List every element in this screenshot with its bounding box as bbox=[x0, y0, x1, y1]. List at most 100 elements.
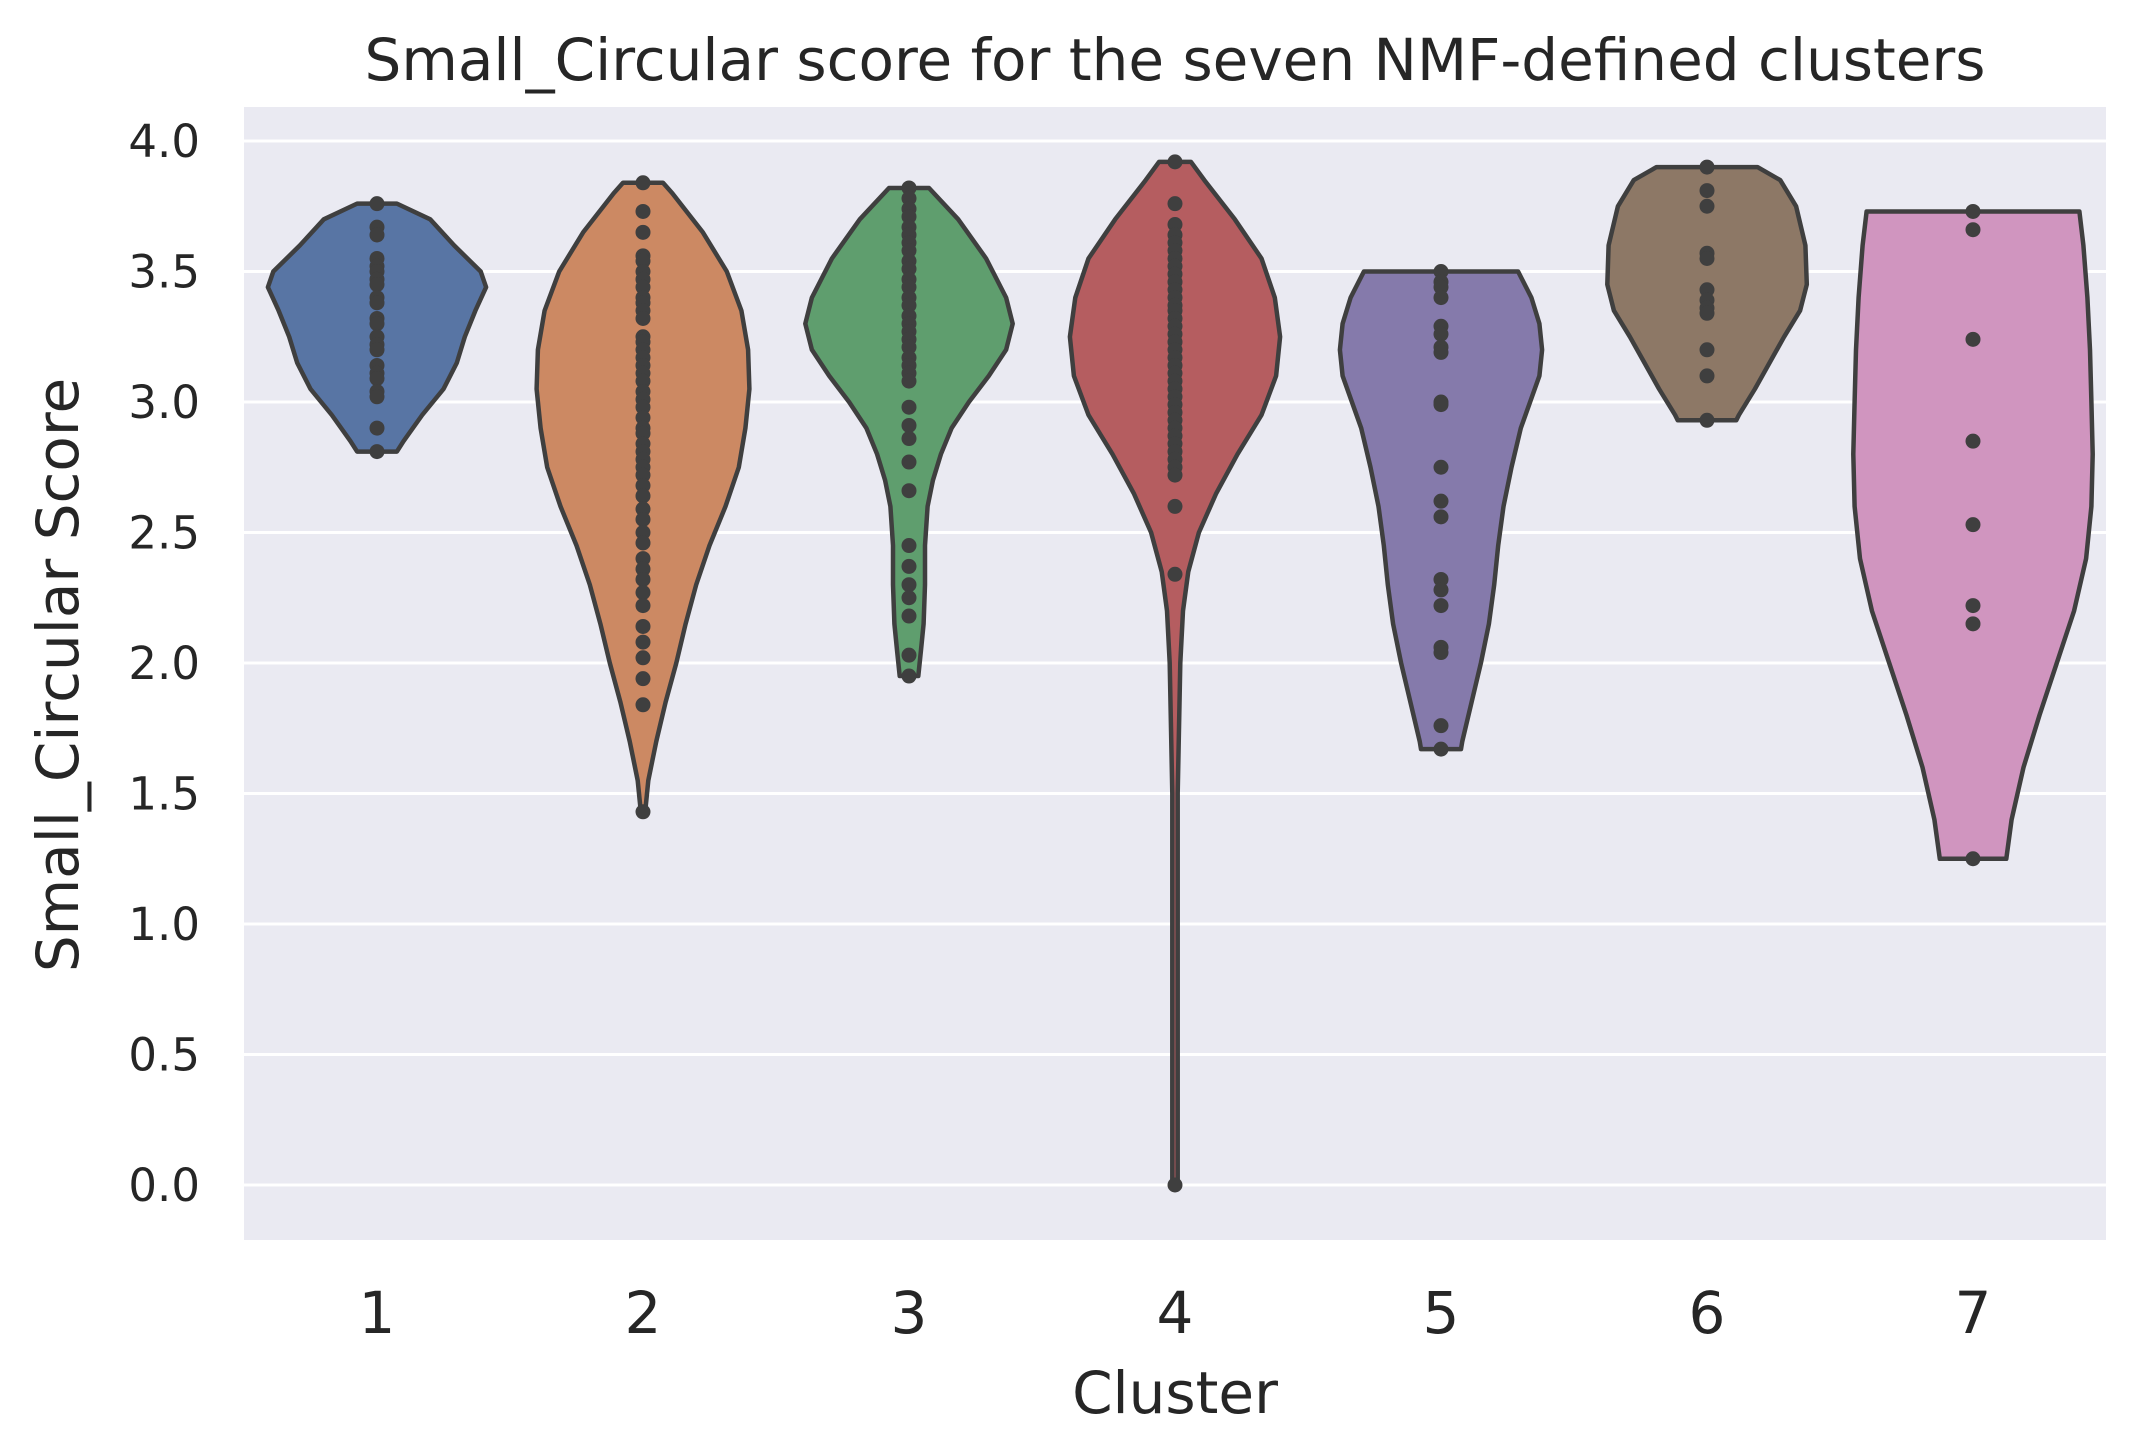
point-cluster-3 bbox=[901, 590, 917, 606]
point-cluster-1 bbox=[369, 227, 385, 243]
point-cluster-2 bbox=[635, 399, 651, 415]
point-cluster-3 bbox=[901, 297, 917, 313]
point-cluster-1 bbox=[369, 295, 385, 311]
y-tick-label: 0.5 bbox=[128, 1029, 200, 1082]
point-cluster-2 bbox=[635, 598, 651, 614]
y-tick-labels: 0.0 0.5 1.0 1.5 2.0 2.5 3.0 3.5 4.0 bbox=[128, 115, 200, 1212]
point-cluster-3 bbox=[901, 209, 917, 225]
point-cluster-5 bbox=[1433, 571, 1449, 587]
x-tick-label: 4 bbox=[1157, 1279, 1194, 1347]
point-cluster-5 bbox=[1433, 326, 1449, 342]
point-cluster-2 bbox=[635, 279, 651, 295]
y-tick-label: 2.0 bbox=[128, 637, 200, 690]
point-cluster-5 bbox=[1433, 493, 1449, 509]
y-tick-label: 3.0 bbox=[128, 376, 200, 429]
point-cluster-2 bbox=[635, 501, 651, 517]
point-cluster-2 bbox=[635, 203, 651, 219]
point-cluster-2 bbox=[635, 671, 651, 687]
point-cluster-2 bbox=[635, 224, 651, 240]
point-cluster-5 bbox=[1433, 344, 1449, 360]
point-cluster-4 bbox=[1167, 154, 1183, 170]
point-cluster-6 bbox=[1699, 368, 1715, 384]
point-cluster-3 bbox=[901, 373, 917, 389]
x-tick-label: 7 bbox=[1955, 1279, 1992, 1347]
point-cluster-4 bbox=[1167, 196, 1183, 212]
point-cluster-5 bbox=[1433, 598, 1449, 614]
point-cluster-4 bbox=[1167, 498, 1183, 514]
x-tick-label: 5 bbox=[1423, 1279, 1460, 1347]
point-cluster-7 bbox=[1965, 598, 1981, 614]
point-cluster-5 bbox=[1433, 718, 1449, 734]
point-cluster-2 bbox=[635, 175, 651, 191]
point-cluster-2 bbox=[635, 425, 651, 441]
point-cluster-2 bbox=[635, 561, 651, 577]
point-cluster-1 bbox=[369, 420, 385, 436]
point-cluster-2 bbox=[635, 488, 651, 504]
point-cluster-7 bbox=[1965, 616, 1981, 632]
chart-title: Small_Circular score for the seven NMF-d… bbox=[365, 26, 1986, 94]
point-cluster-7 bbox=[1965, 331, 1981, 347]
point-cluster-6 bbox=[1699, 342, 1715, 358]
point-cluster-7 bbox=[1965, 222, 1981, 238]
y-axis-label: Small_Circular Score bbox=[24, 378, 92, 972]
point-cluster-2 bbox=[635, 511, 651, 527]
point-cluster-3 bbox=[901, 190, 917, 206]
point-cluster-3 bbox=[901, 454, 917, 470]
point-cluster-1 bbox=[369, 277, 385, 293]
point-cluster-1 bbox=[369, 316, 385, 332]
point-cluster-5 bbox=[1433, 582, 1449, 598]
y-tick-label: 1.5 bbox=[128, 768, 200, 821]
point-cluster-6 bbox=[1699, 183, 1715, 199]
point-cluster-7 bbox=[1965, 517, 1981, 533]
point-cluster-6 bbox=[1699, 282, 1715, 298]
point-cluster-2 bbox=[635, 634, 651, 650]
point-cluster-3 bbox=[901, 558, 917, 574]
point-cluster-1 bbox=[369, 389, 385, 405]
point-cluster-3 bbox=[901, 261, 917, 277]
point-cluster-5 bbox=[1433, 279, 1449, 295]
point-cluster-3 bbox=[901, 180, 917, 196]
point-cluster-6 bbox=[1699, 250, 1715, 266]
point-cluster-5 bbox=[1433, 264, 1449, 279]
point-cluster-3 bbox=[901, 243, 917, 259]
x-tick-label: 1 bbox=[359, 1279, 396, 1347]
point-cluster-3 bbox=[901, 668, 917, 684]
x-tick-label: 3 bbox=[891, 1279, 928, 1347]
point-cluster-2 bbox=[635, 310, 651, 326]
point-cluster-3 bbox=[901, 279, 917, 295]
point-cluster-7 bbox=[1965, 203, 1981, 219]
point-cluster-2 bbox=[635, 697, 651, 713]
point-cluster-2 bbox=[635, 478, 651, 494]
point-cluster-2 bbox=[635, 535, 651, 551]
x-tick-label: 6 bbox=[1689, 1279, 1726, 1347]
point-cluster-5 bbox=[1433, 290, 1449, 306]
point-cluster-7 bbox=[1965, 851, 1981, 867]
point-cluster-2 bbox=[635, 804, 651, 820]
point-cluster-6 bbox=[1699, 159, 1715, 175]
point-cluster-1 bbox=[369, 196, 385, 212]
x-tick-label: 2 bbox=[625, 1279, 662, 1347]
y-tick-label: 3.5 bbox=[128, 246, 200, 299]
point-cluster-2 bbox=[635, 551, 651, 567]
point-cluster-2 bbox=[635, 618, 651, 634]
point-cluster-2 bbox=[635, 650, 651, 666]
point-cluster-7 bbox=[1965, 433, 1981, 449]
point-cluster-3 bbox=[901, 608, 917, 624]
y-tick-label: 1.0 bbox=[128, 898, 200, 951]
point-cluster-2 bbox=[635, 373, 651, 389]
point-cluster-6 bbox=[1699, 412, 1715, 428]
point-cluster-5 bbox=[1433, 459, 1449, 475]
data-points bbox=[369, 154, 1981, 1193]
violin-cluster-7 bbox=[1851, 209, 2095, 862]
point-cluster-3 bbox=[901, 339, 917, 355]
point-cluster-1 bbox=[369, 444, 385, 460]
point-cluster-2 bbox=[635, 410, 651, 426]
point-cluster-3 bbox=[901, 431, 917, 447]
point-cluster-1 bbox=[369, 342, 385, 358]
point-cluster-4 bbox=[1167, 1177, 1183, 1193]
point-cluster-6 bbox=[1699, 305, 1715, 321]
point-cluster-4 bbox=[1167, 217, 1183, 233]
point-cluster-2 bbox=[635, 571, 651, 587]
point-cluster-1 bbox=[369, 371, 385, 387]
